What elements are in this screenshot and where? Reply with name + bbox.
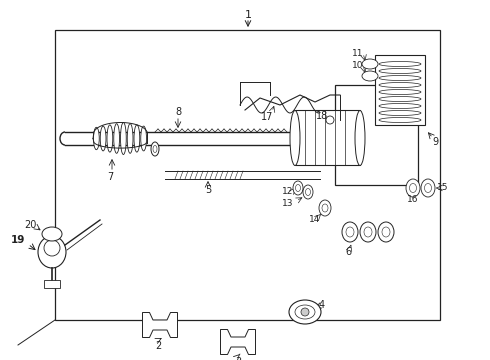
Text: 13: 13 [282, 199, 294, 208]
Text: 11: 11 [352, 49, 364, 58]
Ellipse shape [94, 127, 99, 150]
Bar [44, 280, 60, 288]
Text: 1: 1 [245, 10, 251, 20]
Bar [295, 110, 360, 165]
Text: 17: 17 [261, 112, 273, 122]
Text: 8: 8 [175, 107, 181, 117]
Ellipse shape [342, 222, 358, 242]
Ellipse shape [42, 227, 62, 241]
Ellipse shape [114, 124, 120, 153]
Bar [55, 30, 440, 320]
Bar [335, 85, 418, 185]
Text: 18: 18 [316, 111, 328, 121]
Text: 3: 3 [235, 357, 241, 360]
Ellipse shape [293, 181, 303, 195]
Ellipse shape [362, 59, 378, 69]
Text: 2: 2 [155, 341, 161, 351]
Polygon shape [220, 329, 255, 355]
Ellipse shape [303, 185, 313, 199]
Polygon shape [143, 312, 177, 338]
Text: 10: 10 [352, 60, 364, 69]
Ellipse shape [364, 227, 372, 237]
Ellipse shape [424, 184, 432, 193]
Ellipse shape [378, 222, 394, 242]
Circle shape [301, 308, 309, 316]
Ellipse shape [410, 184, 416, 193]
Ellipse shape [362, 71, 378, 81]
Ellipse shape [305, 189, 311, 195]
Ellipse shape [322, 204, 328, 212]
Ellipse shape [141, 126, 147, 151]
Ellipse shape [406, 179, 420, 197]
Ellipse shape [153, 145, 157, 153]
Ellipse shape [100, 126, 106, 151]
Text: 9: 9 [432, 137, 438, 147]
Ellipse shape [360, 222, 376, 242]
Circle shape [44, 240, 60, 256]
Ellipse shape [38, 236, 66, 268]
Ellipse shape [295, 305, 315, 319]
Ellipse shape [290, 111, 300, 166]
Ellipse shape [421, 179, 435, 197]
Ellipse shape [151, 142, 159, 156]
Ellipse shape [346, 227, 354, 237]
Bar [375, 55, 425, 125]
Ellipse shape [355, 111, 365, 166]
Text: 16: 16 [407, 195, 419, 204]
Text: 15: 15 [437, 184, 449, 193]
Text: 4: 4 [319, 300, 325, 310]
Ellipse shape [121, 122, 126, 154]
Text: 6: 6 [345, 247, 351, 257]
Ellipse shape [107, 125, 113, 152]
Ellipse shape [382, 227, 390, 237]
Ellipse shape [289, 300, 321, 324]
Text: 5: 5 [205, 185, 211, 195]
Ellipse shape [127, 124, 133, 153]
Text: 20: 20 [24, 220, 36, 230]
Text: 7: 7 [107, 172, 113, 182]
Text: 14: 14 [309, 216, 320, 225]
Text: 19: 19 [11, 235, 25, 245]
Ellipse shape [134, 125, 140, 152]
Text: 12: 12 [282, 188, 294, 197]
Ellipse shape [295, 184, 300, 192]
Circle shape [326, 116, 334, 124]
Ellipse shape [319, 200, 331, 216]
